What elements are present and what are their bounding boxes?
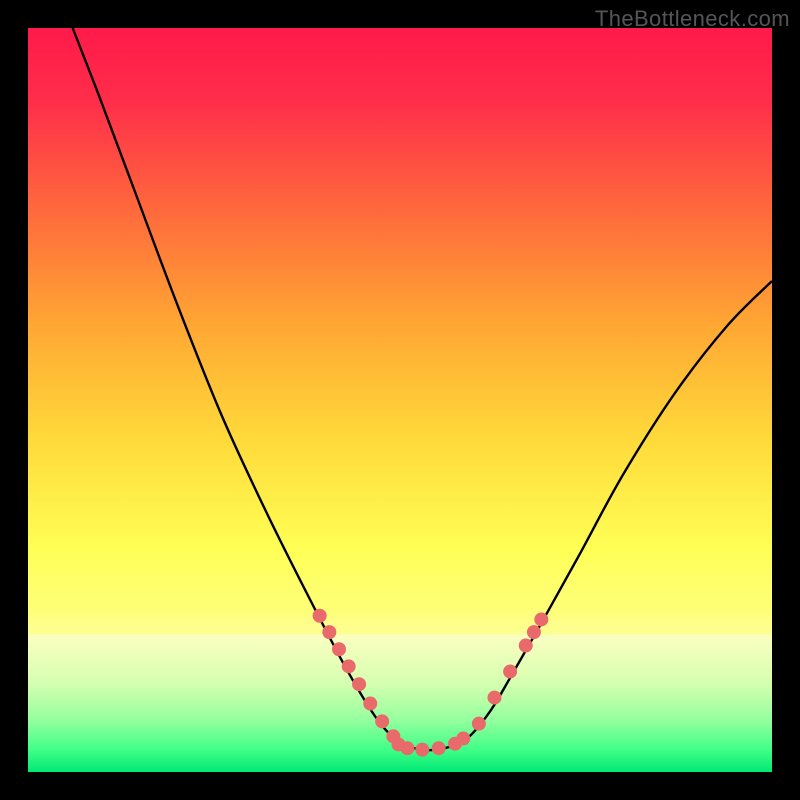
curve-marker: [415, 743, 429, 757]
curve-marker: [352, 677, 366, 691]
curve-marker: [487, 691, 501, 705]
curve-marker: [527, 625, 541, 639]
chart-background: [28, 28, 772, 772]
curve-marker: [456, 732, 470, 746]
watermark-text: TheBottleneck.com: [595, 6, 790, 32]
curve-marker: [472, 717, 486, 731]
curve-marker: [363, 697, 377, 711]
curve-marker: [322, 625, 336, 639]
curve-marker: [432, 741, 446, 755]
curve-marker: [375, 714, 389, 728]
curve-marker: [400, 741, 414, 755]
bottleneck-chart: [0, 0, 800, 800]
curve-marker: [332, 642, 346, 656]
curve-marker: [313, 609, 327, 623]
curve-marker: [534, 612, 548, 626]
curve-marker: [519, 639, 533, 653]
chart-container: TheBottleneck.com: [0, 0, 800, 800]
curve-marker: [503, 665, 517, 679]
highlight-band: [28, 590, 772, 635]
curve-marker: [342, 659, 356, 673]
